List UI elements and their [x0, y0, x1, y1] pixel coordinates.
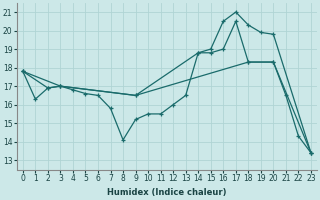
X-axis label: Humidex (Indice chaleur): Humidex (Indice chaleur) — [107, 188, 227, 197]
